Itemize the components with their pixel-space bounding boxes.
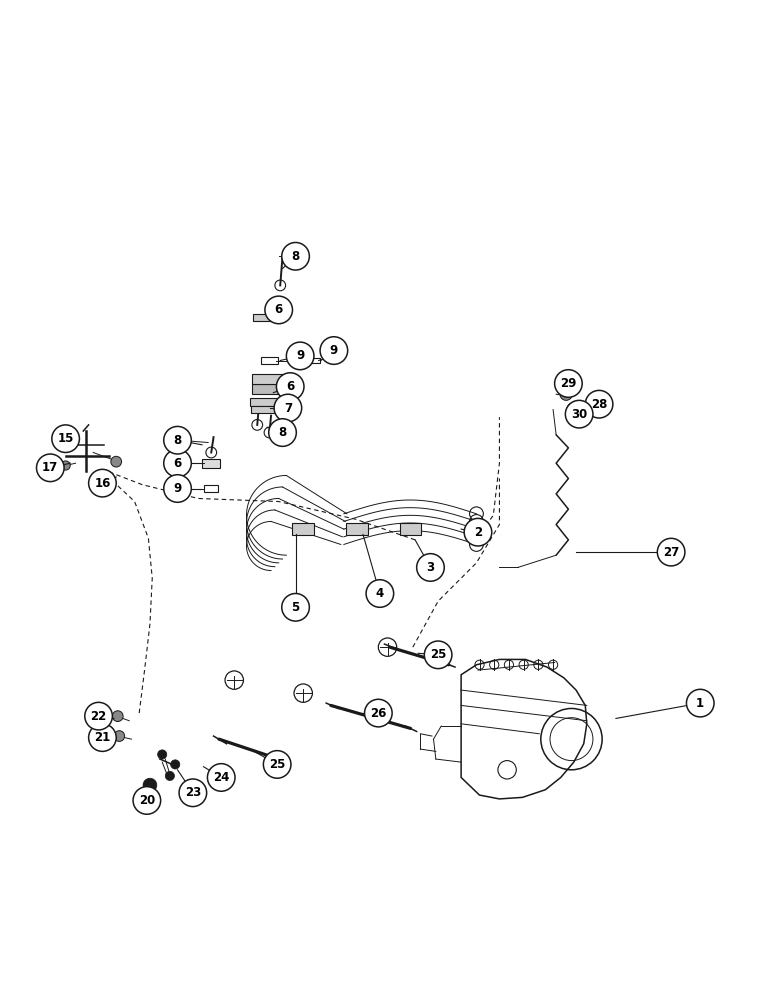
Text: 22: 22 (90, 710, 107, 723)
Polygon shape (250, 398, 279, 406)
Text: 25: 25 (430, 648, 446, 661)
Text: 15: 15 (57, 432, 74, 445)
Text: 2: 2 (474, 526, 482, 539)
Text: 30: 30 (571, 408, 587, 421)
Circle shape (560, 388, 572, 400)
Circle shape (286, 342, 314, 370)
Circle shape (164, 475, 191, 502)
Circle shape (425, 641, 452, 669)
Text: 24: 24 (213, 771, 229, 784)
Text: 26: 26 (370, 707, 387, 720)
Circle shape (686, 689, 714, 717)
Circle shape (85, 702, 113, 730)
Circle shape (164, 426, 191, 454)
Text: 9: 9 (330, 344, 338, 357)
Circle shape (366, 580, 394, 607)
Circle shape (164, 449, 191, 477)
Polygon shape (400, 523, 422, 535)
Circle shape (282, 594, 310, 621)
Circle shape (111, 456, 121, 467)
Text: 1: 1 (696, 697, 704, 710)
Text: 25: 25 (269, 758, 286, 771)
Text: 8: 8 (174, 434, 181, 447)
Text: 28: 28 (591, 398, 608, 411)
Circle shape (265, 296, 293, 324)
Text: 27: 27 (663, 546, 679, 559)
Circle shape (113, 711, 123, 722)
Circle shape (89, 724, 117, 751)
Text: 7: 7 (284, 402, 292, 415)
Text: 6: 6 (275, 303, 283, 316)
Circle shape (417, 554, 444, 581)
Circle shape (570, 413, 582, 426)
Circle shape (171, 760, 180, 769)
Circle shape (179, 779, 207, 807)
Circle shape (52, 425, 80, 452)
Circle shape (61, 461, 70, 470)
Circle shape (263, 751, 291, 778)
Polygon shape (293, 523, 314, 535)
Polygon shape (202, 459, 221, 468)
Polygon shape (252, 406, 279, 413)
Text: 3: 3 (426, 561, 435, 574)
Text: 23: 23 (185, 786, 201, 799)
Text: 9: 9 (296, 349, 304, 362)
Polygon shape (346, 523, 367, 535)
Polygon shape (252, 314, 277, 321)
Circle shape (269, 419, 296, 446)
Text: 4: 4 (376, 587, 384, 600)
Text: 9: 9 (174, 482, 181, 495)
Polygon shape (252, 374, 283, 384)
Circle shape (657, 538, 685, 566)
Circle shape (208, 764, 235, 791)
Circle shape (282, 242, 310, 270)
Circle shape (114, 731, 124, 741)
Polygon shape (252, 384, 283, 394)
Circle shape (464, 518, 492, 546)
Text: 8: 8 (292, 250, 300, 263)
Text: 29: 29 (560, 377, 577, 390)
Circle shape (554, 370, 582, 397)
Circle shape (165, 771, 174, 781)
Circle shape (567, 403, 581, 416)
Text: 8: 8 (279, 426, 286, 439)
Circle shape (565, 400, 593, 428)
Circle shape (276, 373, 304, 400)
Text: 21: 21 (94, 731, 110, 744)
Text: 17: 17 (42, 461, 59, 474)
Circle shape (143, 778, 157, 792)
Circle shape (36, 454, 64, 482)
Text: 20: 20 (139, 794, 155, 807)
Text: 5: 5 (292, 601, 300, 614)
Circle shape (585, 390, 613, 418)
Text: 16: 16 (94, 477, 110, 490)
Text: 6: 6 (174, 457, 181, 470)
Circle shape (364, 699, 392, 727)
Circle shape (133, 787, 161, 814)
Circle shape (157, 750, 167, 759)
Text: 6: 6 (286, 380, 294, 393)
Circle shape (274, 394, 302, 422)
Circle shape (320, 337, 347, 364)
Circle shape (89, 469, 117, 497)
